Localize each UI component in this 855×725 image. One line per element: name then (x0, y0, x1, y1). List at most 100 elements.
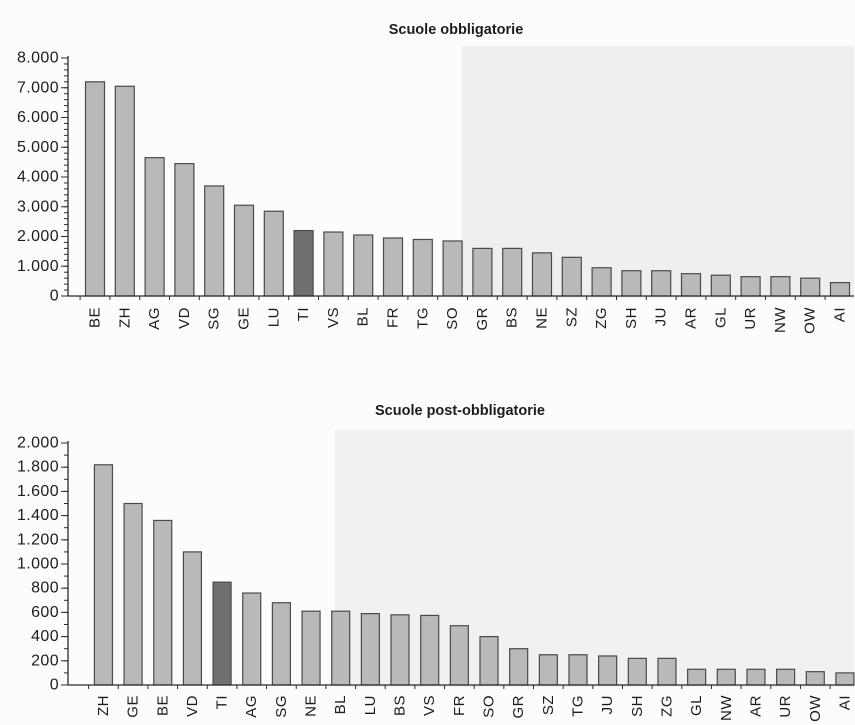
bar-ag (144, 157, 165, 297)
bar-lu (360, 613, 380, 686)
bar-be (84, 81, 106, 297)
bar-bs (390, 614, 410, 686)
y-tick-label: 800 (31, 580, 59, 597)
x-tick-label-lu: LU (265, 307, 282, 327)
bar-fr (382, 237, 404, 297)
y-tick-label: 400 (31, 628, 59, 645)
x-tick-label-so: SO (481, 695, 498, 718)
x-tick-label-gr: GR (510, 695, 527, 719)
chart-scuole-post-obbligatorie: Scuole post-obbligatorie 0 200 400 600 800 1.0… (17, 403, 855, 722)
bar-gl (687, 668, 707, 686)
x-tick-label-bl: BL (332, 695, 349, 714)
bar-ju (598, 655, 618, 686)
bar-bl (353, 234, 374, 297)
bar-vs (323, 231, 344, 297)
x-tick-label-be: BE (87, 307, 104, 328)
x-tick-label-nw: NW (772, 307, 789, 333)
bar-ow (800, 277, 821, 297)
x-tick-label-ti: TI (214, 695, 231, 709)
bar-sh (621, 270, 642, 297)
x-tick-label-zg: ZG (658, 695, 675, 717)
bar-ge (123, 502, 143, 686)
x-tick-label-gl: GL (688, 695, 705, 716)
x-tick-label-ge: GE (125, 695, 142, 718)
bar-tg (412, 238, 433, 297)
x-tick-label-ge: GE (236, 307, 253, 330)
bar-vs (420, 614, 440, 686)
bar-bs (502, 247, 523, 297)
x-tick-label-ti: TI (295, 307, 312, 321)
x-tick-label-zg: ZG (593, 307, 610, 329)
x-tick-label-sg: SG (273, 695, 290, 718)
x-tick-label-ow: OW (807, 695, 824, 722)
bar-so (479, 635, 499, 686)
bar-ur (776, 668, 796, 686)
y-tick-label: 1.000 (17, 258, 59, 275)
bar-gr (509, 648, 529, 686)
x-tick-label-ne: NE (534, 307, 551, 329)
x-tick-label-bs: BS (392, 695, 409, 716)
x-tick-label-so: SO (444, 307, 461, 330)
x-tick-label-ne: NE (303, 695, 320, 717)
x-tick-label-sg: SG (206, 307, 223, 330)
y-tick-label: 0 (50, 677, 59, 694)
x-tick-label-zh: ZH (116, 307, 133, 328)
bar-ai (829, 282, 851, 297)
y-tick-label: 2.000 (17, 435, 59, 452)
y-tick-label: 3.000 (17, 198, 59, 215)
y-tick-label: 8.000 (17, 50, 59, 67)
x-tick-label-vs: VS (421, 695, 438, 716)
bar-nw (716, 668, 736, 686)
x-tick-label-vs: VS (325, 307, 342, 328)
bar-so (442, 240, 463, 297)
x-tick-label-sh: SH (623, 307, 640, 329)
x-tick-label-zh: ZH (95, 695, 112, 716)
bar-zh (93, 464, 114, 686)
x-tick-label-ju: JU (653, 307, 670, 326)
x-tick-label-sz: SZ (540, 695, 557, 715)
x-tick-label-fr: FR (451, 695, 468, 716)
chart-title: Scuole post-obbligatorie (375, 403, 545, 419)
bar-nw (770, 276, 791, 297)
y-tick-label: 6.000 (17, 109, 59, 126)
x-tick-label-ag: AG (243, 695, 260, 718)
bar-gr (472, 247, 493, 297)
y-tick-label: 5.000 (17, 139, 59, 156)
x-tick-label-vd: VD (184, 695, 201, 717)
bar-ju (651, 270, 672, 297)
y-tick-label: 1.000 (17, 556, 59, 573)
bar-ti (212, 581, 232, 686)
bar-ar (680, 273, 702, 297)
bar-ai (835, 672, 855, 686)
bar-vd (182, 551, 203, 686)
bar-ti (293, 229, 314, 297)
x-tick-label-lu: LU (362, 695, 379, 715)
bar-gl (710, 274, 731, 297)
x-tick-label-ow: OW (802, 307, 819, 334)
y-tick-label: 1.600 (17, 483, 59, 500)
bar-ge (233, 204, 255, 297)
x-tick-label-bs: BS (504, 307, 521, 328)
x-tick-label-gl: GL (712, 307, 729, 328)
x-tick-label-bl: BL (355, 307, 372, 326)
scan-shading (335, 430, 854, 687)
bar-vd (174, 163, 195, 297)
bar-sg (271, 602, 291, 686)
y-tick-label: 600 (31, 604, 59, 621)
x-tick-label-sh: SH (629, 695, 646, 717)
x-tick-label-tg: TG (414, 307, 431, 329)
y-tick-label: 1.800 (17, 459, 59, 476)
x-tick-label-ur: UR (742, 307, 759, 330)
x-tick-label-be: BE (154, 695, 171, 716)
bar-sz (538, 654, 558, 686)
x-tick-label-sz: SZ (563, 307, 580, 327)
bar-bl (331, 610, 351, 686)
x-tick-label-ur: UR (777, 695, 794, 718)
bar-sh (627, 657, 647, 686)
x-tick-label-ar: AR (683, 307, 700, 329)
y-tick-label: 2.000 (17, 228, 59, 245)
chart-title: Scuole obbligatorie (389, 22, 524, 38)
x-tick-label-fr: FR (385, 307, 402, 328)
scan-shading (462, 46, 854, 298)
